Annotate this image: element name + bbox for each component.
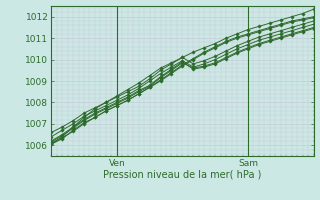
X-axis label: Pression niveau de la mer( hPa ): Pression niveau de la mer( hPa ): [103, 169, 261, 179]
